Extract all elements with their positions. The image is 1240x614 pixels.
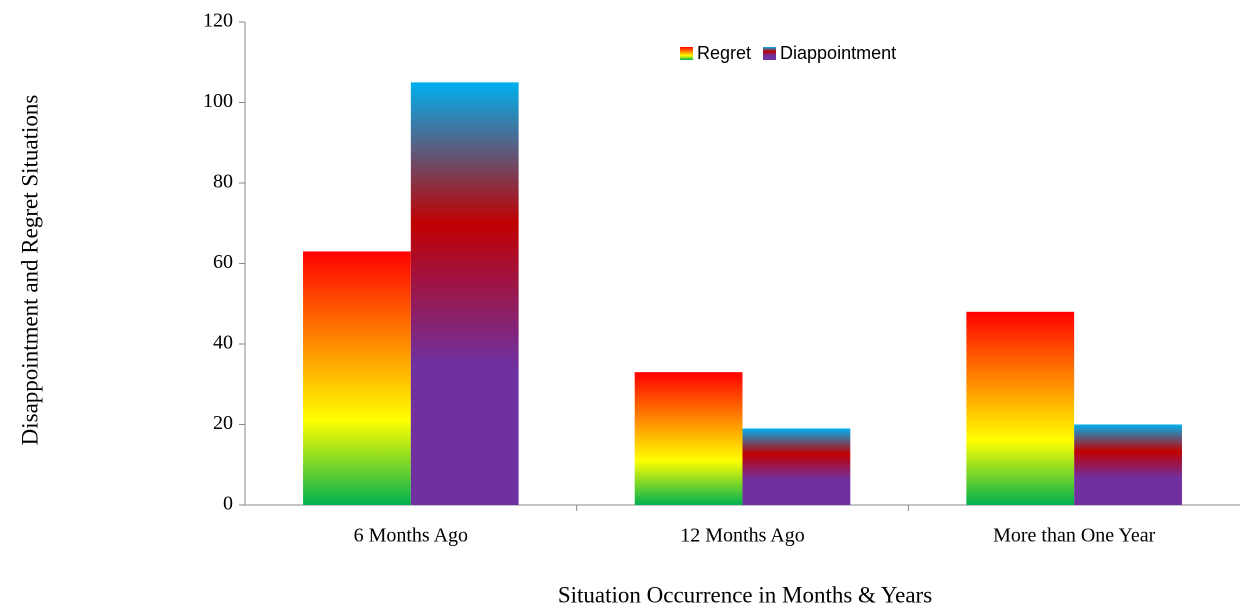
bar: [635, 372, 743, 505]
bar: [1074, 425, 1182, 506]
y-tick-label: 80: [213, 171, 233, 193]
x-tick-label: More than One Year: [993, 525, 1156, 547]
bar: [743, 429, 851, 505]
legend-swatch: [680, 47, 693, 60]
y-axis-title: Disappointment and Regret Situations: [17, 95, 42, 446]
y-tick-label: 20: [213, 412, 233, 434]
legend-label: Regret: [697, 43, 751, 63]
legend-swatch: [763, 47, 776, 60]
chart: Disappointment and Regret Situations Sit…: [0, 0, 1240, 614]
legend-label: Diappointment: [780, 43, 896, 63]
y-tick-label: 0: [223, 493, 233, 515]
y-tick-label: 60: [213, 251, 233, 273]
bar: [411, 82, 519, 505]
legend: Regret Diappointment: [680, 43, 896, 63]
x-axis-title: Situation Occurrence in Months & Years: [558, 582, 932, 607]
x-tick-label: 12 Months Ago: [680, 525, 804, 547]
y-tick-label: 120: [203, 10, 233, 32]
bar: [303, 251, 411, 505]
y-tick-label: 100: [203, 90, 233, 112]
x-tick-label: 6 Months Ago: [354, 525, 468, 547]
y-tick-label: 40: [213, 332, 233, 354]
bar: [966, 312, 1074, 505]
